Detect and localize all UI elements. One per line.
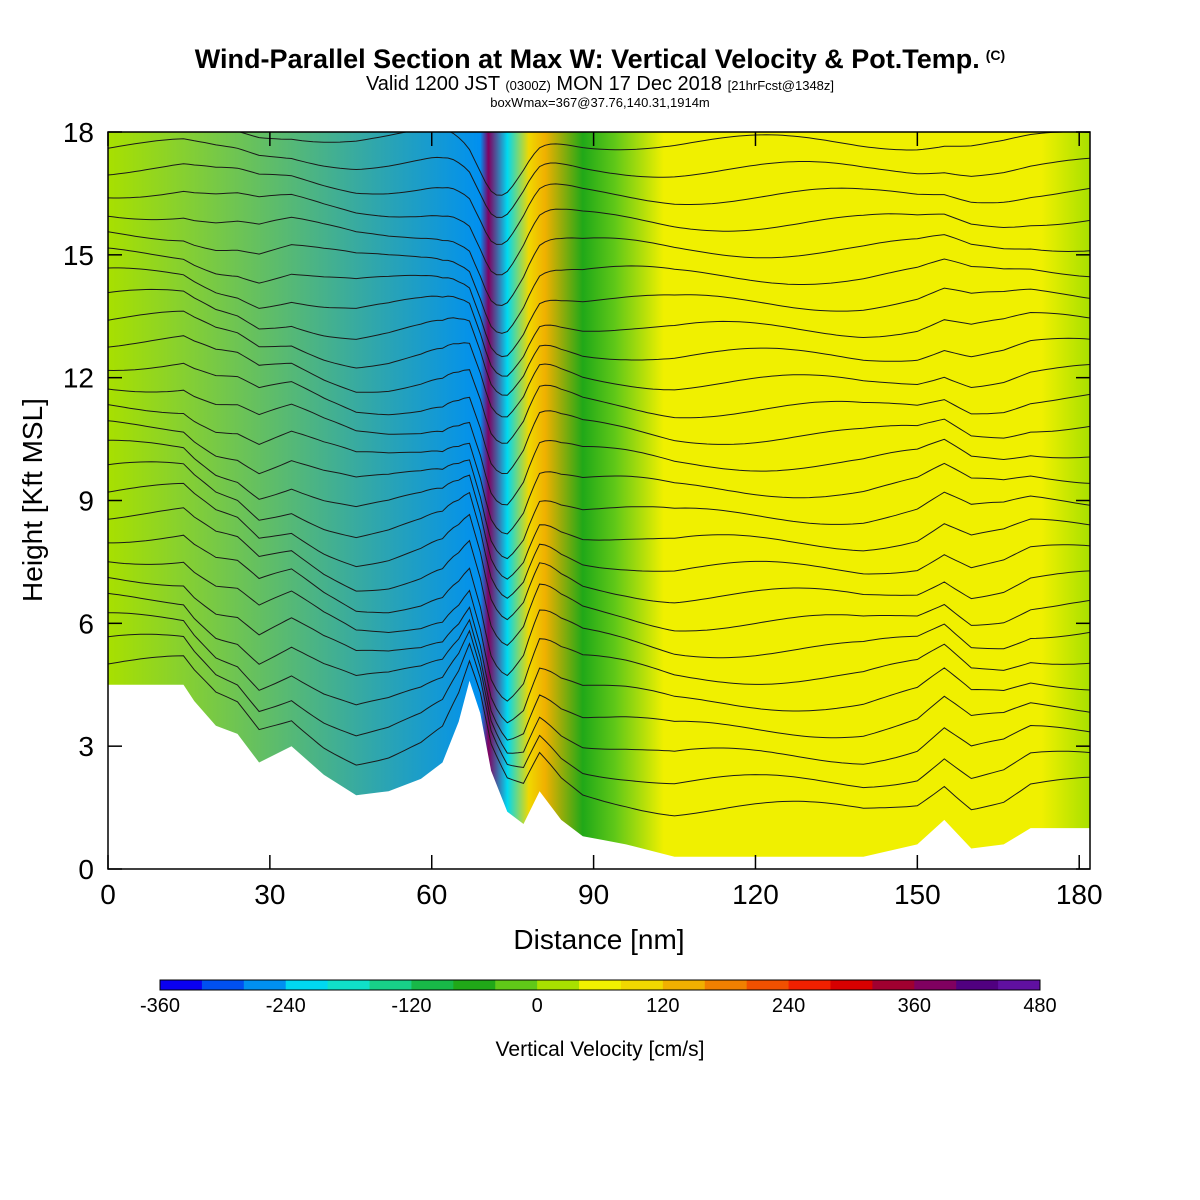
isentrope-line	[108, 534, 1090, 677]
colorbar-frame	[159, 979, 1041, 991]
colorbar-bin	[998, 980, 1041, 990]
isentrope-line	[108, 267, 1090, 377]
isentrope-line	[108, 420, 1090, 560]
isentrope-line	[108, 507, 1090, 647]
plot-area	[108, 132, 1090, 869]
x-tick-label: 180	[1056, 879, 1103, 910]
colorbar-label: -240	[266, 995, 306, 1017]
colorbar-bin	[453, 980, 496, 990]
colorbar-label: 120	[646, 995, 679, 1017]
y-tick-label: 0	[78, 854, 94, 885]
x-tick-label: 120	[732, 879, 779, 910]
x-tick-label: 90	[578, 879, 609, 910]
isentrope-line	[108, 310, 1090, 418]
colorbar-label: 360	[898, 995, 931, 1017]
valid-prefix: Valid 1200 JST	[365, 73, 500, 95]
isentrope-line	[108, 138, 1090, 218]
x-tick-label: 0	[100, 879, 116, 910]
colorbar-label: -120	[391, 995, 431, 1017]
isentrope-line	[238, 132, 1090, 196]
isentrope-line	[108, 335, 1090, 444]
isentrope-line	[108, 388, 1090, 506]
colorbar-label: -360	[140, 995, 180, 1017]
y-tick-label: 6	[78, 608, 94, 639]
colorbar-bin	[746, 980, 790, 990]
isentrope-line	[108, 163, 1090, 245]
colorbar-bin	[285, 980, 329, 990]
colorbar-label: 0	[532, 995, 543, 1017]
forecast-info: [21hrFcst@1348z]	[727, 78, 835, 93]
y-axis: 0 3 6 9 12 15 18	[63, 117, 1090, 885]
y-axis-title: Height [Kft MSL]	[17, 398, 48, 602]
isentrope-line	[108, 655, 1090, 817]
isentrope-line	[108, 461, 1090, 599]
colorbar-bin	[327, 980, 371, 990]
colorbar-bin	[620, 980, 664, 990]
y-tick-label: 15	[63, 240, 94, 271]
valid-time-line: Valid 1200 JST (0300Z) MON 17 Dec 2018 […	[0, 74, 1200, 96]
chart-title: Wind-Parallel Section at Max W: Vertical…	[0, 40, 1200, 74]
colorbar-bin	[872, 980, 915, 990]
colorbar-bin	[495, 980, 538, 990]
x-tick-label: 60	[416, 879, 447, 910]
colorbar-bin	[956, 980, 999, 990]
y-tick-label: 12	[63, 363, 94, 394]
y-tick-label: 9	[78, 486, 94, 517]
valid-date: MON 17 Dec 2018	[556, 73, 723, 95]
colorbar-label: 240	[772, 995, 805, 1017]
colorbar-bin	[788, 980, 831, 990]
y-tick-label: 3	[78, 731, 94, 762]
isentrope-line	[108, 612, 1090, 765]
x-axis-title: Distance [nm]	[513, 924, 684, 955]
colorbar-bin	[914, 980, 957, 990]
colorbar-bin	[411, 980, 454, 990]
isentrope-line	[108, 190, 1090, 276]
isentrope-line	[108, 404, 1090, 535]
colorbar-bin	[662, 980, 706, 990]
colorbar-bin	[830, 980, 873, 990]
valid-zulu: (0300Z)	[505, 78, 551, 93]
isentrope-line	[108, 247, 1090, 358]
x-tick-label: 30	[254, 879, 285, 910]
isentrope-line	[108, 439, 1090, 580]
colorbar-title: Vertical Velocity [cm/s]	[496, 1038, 705, 1061]
copyright-mark: (C)	[985, 47, 1006, 63]
colorbar-bin	[201, 980, 245, 990]
x-tick-label: 150	[894, 879, 941, 910]
colorbar-bin	[160, 980, 203, 990]
colorbar-bin	[369, 980, 412, 990]
isentrope-line	[108, 577, 1090, 724]
isentrope-line	[108, 288, 1090, 396]
isentrope-line	[108, 592, 1090, 741]
isentrope-line	[108, 215, 1090, 307]
velocity-field-background	[108, 132, 1090, 869]
colorbar-label: 480	[1023, 995, 1056, 1017]
chart-title-text: Wind-Parallel Section at Max W: Vertical…	[194, 44, 980, 74]
colorbar-bin	[243, 980, 287, 990]
x-axis: 0 30 60 90 120 150 180	[100, 132, 1103, 910]
isentrope-line	[108, 633, 1090, 789]
y-tick-label: 18	[63, 117, 94, 148]
colorbar: -360 -240 -120 0 120 240 360 480	[140, 979, 1057, 1017]
isentrope-line	[108, 231, 1090, 334]
colorbar-bin	[537, 980, 580, 990]
terrain-mask	[108, 680, 1090, 869]
title-block: Wind-Parallel Section at Max W: Vertical…	[0, 40, 1200, 109]
colorbar-bin	[704, 980, 748, 990]
colorbar-bin	[579, 980, 622, 990]
isentrope-line	[108, 362, 1090, 475]
isentrope-lines	[108, 132, 1090, 817]
box-info-line: boxWmax=367@37.76,140.31,1914m	[490, 95, 710, 110]
isentrope-line	[108, 561, 1090, 702]
isentrope-line	[108, 482, 1090, 621]
